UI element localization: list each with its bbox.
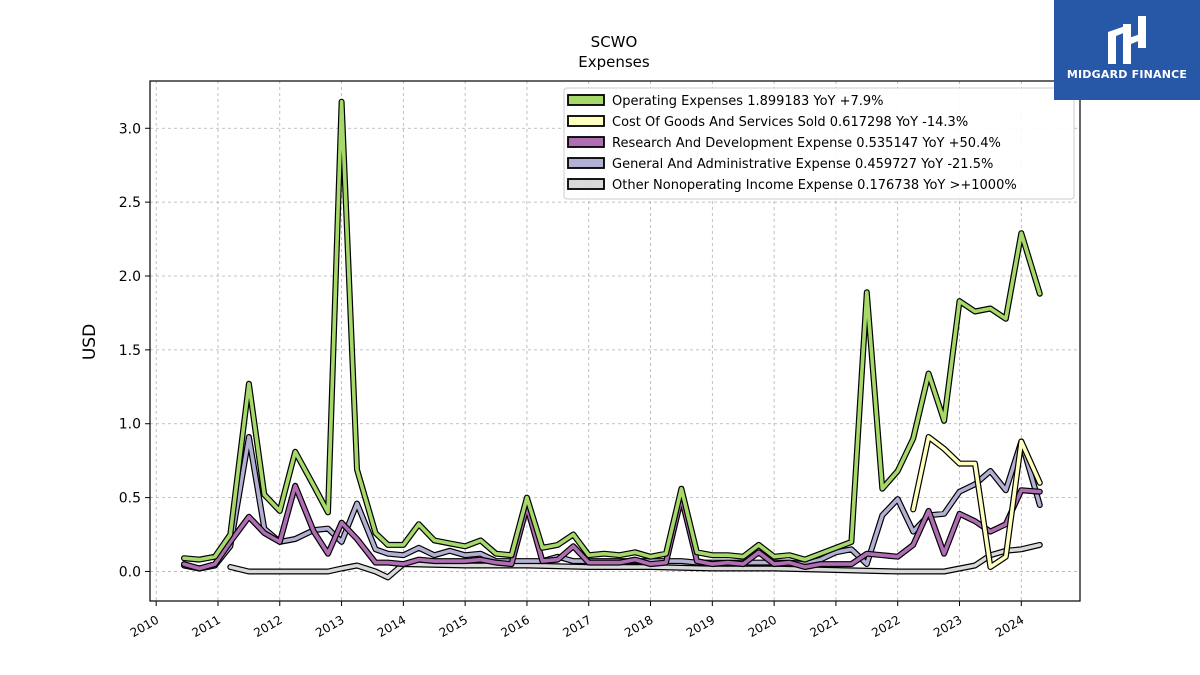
x-tick-label: 2024 [993,613,1026,640]
x-tick-label: 2018 [622,613,655,640]
legend-label: General And Administrative Expense 0.459… [612,157,993,172]
legend-label: Cost Of Goods And Services Sold 0.617298… [612,115,968,130]
x-tick-label: 2020 [746,613,779,640]
brand-logo: MIDGARD FINANCE [1054,0,1200,100]
x-tick-label: 2011 [190,613,223,640]
x-tick-label: 2017 [560,613,593,640]
legend-swatch [567,157,605,169]
y-axis-label: USD [80,324,100,360]
y-tick-label: 2.5 [119,195,141,211]
y-tick-label: 2.0 [119,269,141,285]
chart-subtitle: Expenses [578,53,650,71]
plot-frame [149,80,1081,602]
legend-swatch [567,94,605,106]
legend-swatch [567,115,605,127]
legend-swatch [567,178,605,190]
series-line [228,543,1042,580]
x-tick-label: 2022 [869,613,902,640]
legend: Operating Expenses 1.899183 YoY +7.9% Cos… [563,87,1075,200]
legend-label: Other Nonoperating Income Expense 0.1767… [612,178,1017,193]
series-other-nonoperating-income-expense [227,541,1043,581]
legend-swatch [567,136,605,148]
legend-item: Research And Development Expense 0.53514… [567,136,1001,151]
series-line [182,483,1042,571]
y-tick-label: 3.0 [119,121,141,137]
chart-title: SCWO [591,33,638,51]
legend-label: Research And Development Expense 0.53514… [612,136,1001,151]
x-tick-label: 2012 [251,613,284,640]
y-tick-label: 0.0 [119,564,141,580]
legend-item: Operating Expenses 1.899183 YoY +7.9% [567,94,884,109]
series-line [911,435,1042,569]
legend-item: General And Administrative Expense 0.459… [567,157,993,172]
brand-name: MIDGARD FINANCE [1066,68,1188,81]
legend-box [563,87,1075,200]
x-tick-label: 2019 [684,613,717,640]
x-tick-label: 2021 [807,613,840,640]
x-tick-label: 2013 [313,613,346,640]
legend-item: Other Nonoperating Income Expense 0.1767… [567,178,1017,193]
midgard-logo-icon [1108,16,1146,64]
x-tick-label: 2016 [499,613,532,640]
series-line [182,99,1042,562]
series-research-and-development-expense [181,482,1043,572]
y-tick-label: 0.5 [119,491,141,507]
x-tick-label: 2015 [437,613,470,640]
legend-item: Cost Of Goods And Services Sold 0.617298… [567,115,968,130]
x-tick-label: 2010 [128,613,161,640]
x-tick-label: 2023 [931,613,964,640]
series-cost-of-goods-and-services-sold [910,434,1043,570]
x-tick-label: 2014 [375,613,408,640]
series-lines [181,98,1043,581]
y-tick-label: 1.0 [119,417,141,433]
legend-label: Operating Expenses 1.899183 YoY +7.9% [612,94,884,109]
series-operating-expenses [181,98,1043,563]
y-tick-label: 1.5 [119,343,141,359]
